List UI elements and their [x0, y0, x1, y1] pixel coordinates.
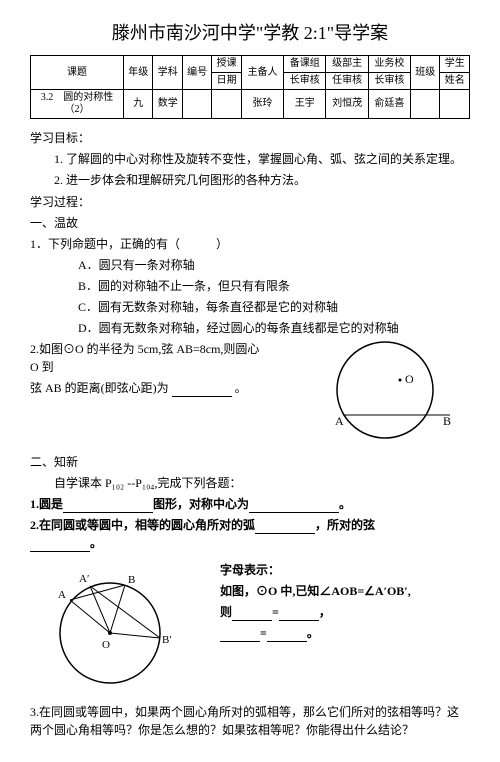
th-student-b: 姓名	[440, 73, 470, 90]
th-date-a: 授课	[212, 56, 241, 73]
fig2-period: 。	[307, 626, 319, 640]
label2-o: O	[102, 639, 110, 651]
th-rev1-b: 长审核	[284, 73, 326, 90]
label2-a: A	[58, 589, 66, 601]
td-topic: 3.2 圆的对称性（2）	[31, 90, 124, 119]
th-subject: 学科	[153, 56, 182, 90]
page-title: 滕州市南沙河中学"学教 2:1"导学案	[30, 20, 470, 47]
goal-1: 1. 了解圆的中心对称性及旋转不变性，掌握圆心角、弧、弦之间的关系定理。	[54, 150, 470, 168]
td-rev1: 王宇	[284, 90, 326, 119]
q2-line2-end: 。	[235, 381, 247, 395]
self-study-text: 自学课本 P₁₀₂ --P₁₀₄,完成下列各题：	[54, 474, 470, 492]
td-rev3: 俞廷喜	[368, 90, 410, 119]
th-rev2-b: 任审核	[326, 73, 368, 90]
label2-b: B	[128, 574, 135, 586]
fig2-line3: =。	[220, 624, 470, 642]
fill1-c: 。	[339, 497, 351, 511]
th-topic: 课题	[31, 56, 124, 90]
fig2-eq1: =	[272, 605, 279, 619]
fig2-line2: 则 = ，	[220, 603, 470, 621]
q3-text: 3.在同圆或等圆中，如果两个圆心角所对的弧相等，那么它们所对的弦相等吗？这两个圆…	[30, 703, 470, 739]
section-1-heading: 一、温故	[30, 214, 470, 232]
th-rev3-b: 长审核	[368, 73, 410, 90]
fill1-b: 图形，对称中心为	[153, 497, 249, 511]
fill2-blank1	[255, 521, 315, 534]
td-code	[182, 90, 211, 119]
th-rev3-a: 业务校	[368, 56, 410, 73]
fill-1: 1.圆是 图形，对称中心为 。	[30, 495, 470, 513]
td-rev2: 刘恒茂	[326, 90, 368, 119]
fill2-c: 。	[90, 536, 102, 550]
fig2-blank1	[232, 608, 272, 621]
process-heading: 学习过程：	[30, 193, 470, 211]
td-grade: 九	[124, 90, 153, 119]
th-author: 主备人	[241, 56, 283, 90]
q1-stem: 1．下列命题中，正确的有（ ）	[30, 235, 470, 253]
fill2-blank2	[30, 539, 90, 552]
label2-ap: A′	[79, 573, 89, 585]
fig2-eq2: =	[260, 626, 267, 640]
td-student	[440, 90, 470, 119]
th-grade: 年级	[124, 56, 153, 90]
fig2-blank3	[220, 629, 260, 642]
q2-block: 2.如图⊙O 的半径为 5cm,弦 AB=8cm,则圆心 O 到 弦 AB 的距…	[30, 340, 470, 450]
th-rev2-a: 级部主	[326, 56, 368, 73]
label2-bp: B′	[162, 634, 172, 646]
th-code: 编号	[182, 56, 211, 90]
fig2-comma: ，	[319, 605, 331, 619]
q1-option-a: A．圆只有一条对称轴	[78, 256, 470, 274]
diagram-row: A B A′ B′ O 字母表示： 如图，⊙O 中,已知∠AOB=∠A′OB′,…	[30, 558, 470, 693]
td-author: 张玲	[241, 90, 283, 119]
fig2-then: 则	[220, 605, 232, 619]
fill2-a: 2.在同圆或等圆中，相等的圆心角所对的弧	[30, 518, 255, 532]
q2-line1: 2.如图⊙O 的半径为 5cm,弦 AB=8cm,则圆心 O 到	[30, 340, 270, 376]
label-o: O	[405, 372, 414, 386]
q2-line2: 弦 AB 的距离(即弦心距)为 。	[30, 379, 270, 397]
q1-option-c: C．圆有无数条对称轴，每条直径都是它的对称轴	[78, 298, 470, 316]
info-table: 课题 年级 学科 编号 授课 主备人 备课组 级部主 业务校 班级 学生 日期 …	[30, 55, 470, 119]
th-date-b: 日期	[212, 73, 241, 90]
q2-line2-text: 弦 AB 的距离(即弦心距)为	[30, 381, 169, 395]
q1-option-b: B．圆的对称轴不止一条，但只有有限条	[78, 277, 470, 295]
th-class: 班级	[411, 56, 440, 90]
goals-heading: 学习目标：	[30, 129, 470, 147]
td-subject: 数学	[153, 90, 182, 119]
q1-option-d: D．圆有无数条对称轴，经过圆心的每条直线都是它的对称轴	[78, 319, 470, 337]
label-a: A	[335, 414, 344, 428]
fill1-a: 1.圆是	[30, 497, 63, 511]
fill2-b: ，所对的弦	[315, 518, 375, 532]
td-class	[411, 90, 440, 119]
section-2-heading: 二、知新	[30, 453, 470, 471]
q2-blank	[172, 384, 232, 397]
letter-rep-heading: 字母表示：	[220, 561, 470, 579]
goal-2: 2. 进一步体会和理解研究几何图形的各种方法。	[54, 171, 470, 189]
fig2-blank2	[279, 608, 319, 621]
fig2-blank4	[267, 629, 307, 642]
circle-diagram-1: O A B	[310, 340, 460, 450]
th-student-a: 学生	[440, 56, 470, 73]
fill1-blank1	[63, 500, 153, 513]
td-date	[212, 90, 241, 119]
fill-2: 2.在同圆或等圆中，相等的圆心角所对的弧 ，所对的弦 。	[30, 516, 470, 552]
fig2-line1: 如图，⊙O 中,已知∠AOB=∠A′OB′,	[220, 582, 470, 600]
th-rev1-a: 备课组	[284, 56, 326, 73]
fill1-blank2	[249, 500, 339, 513]
circle-diagram-2: A B A′ B′ O	[30, 558, 200, 688]
label-b: B	[443, 414, 451, 428]
